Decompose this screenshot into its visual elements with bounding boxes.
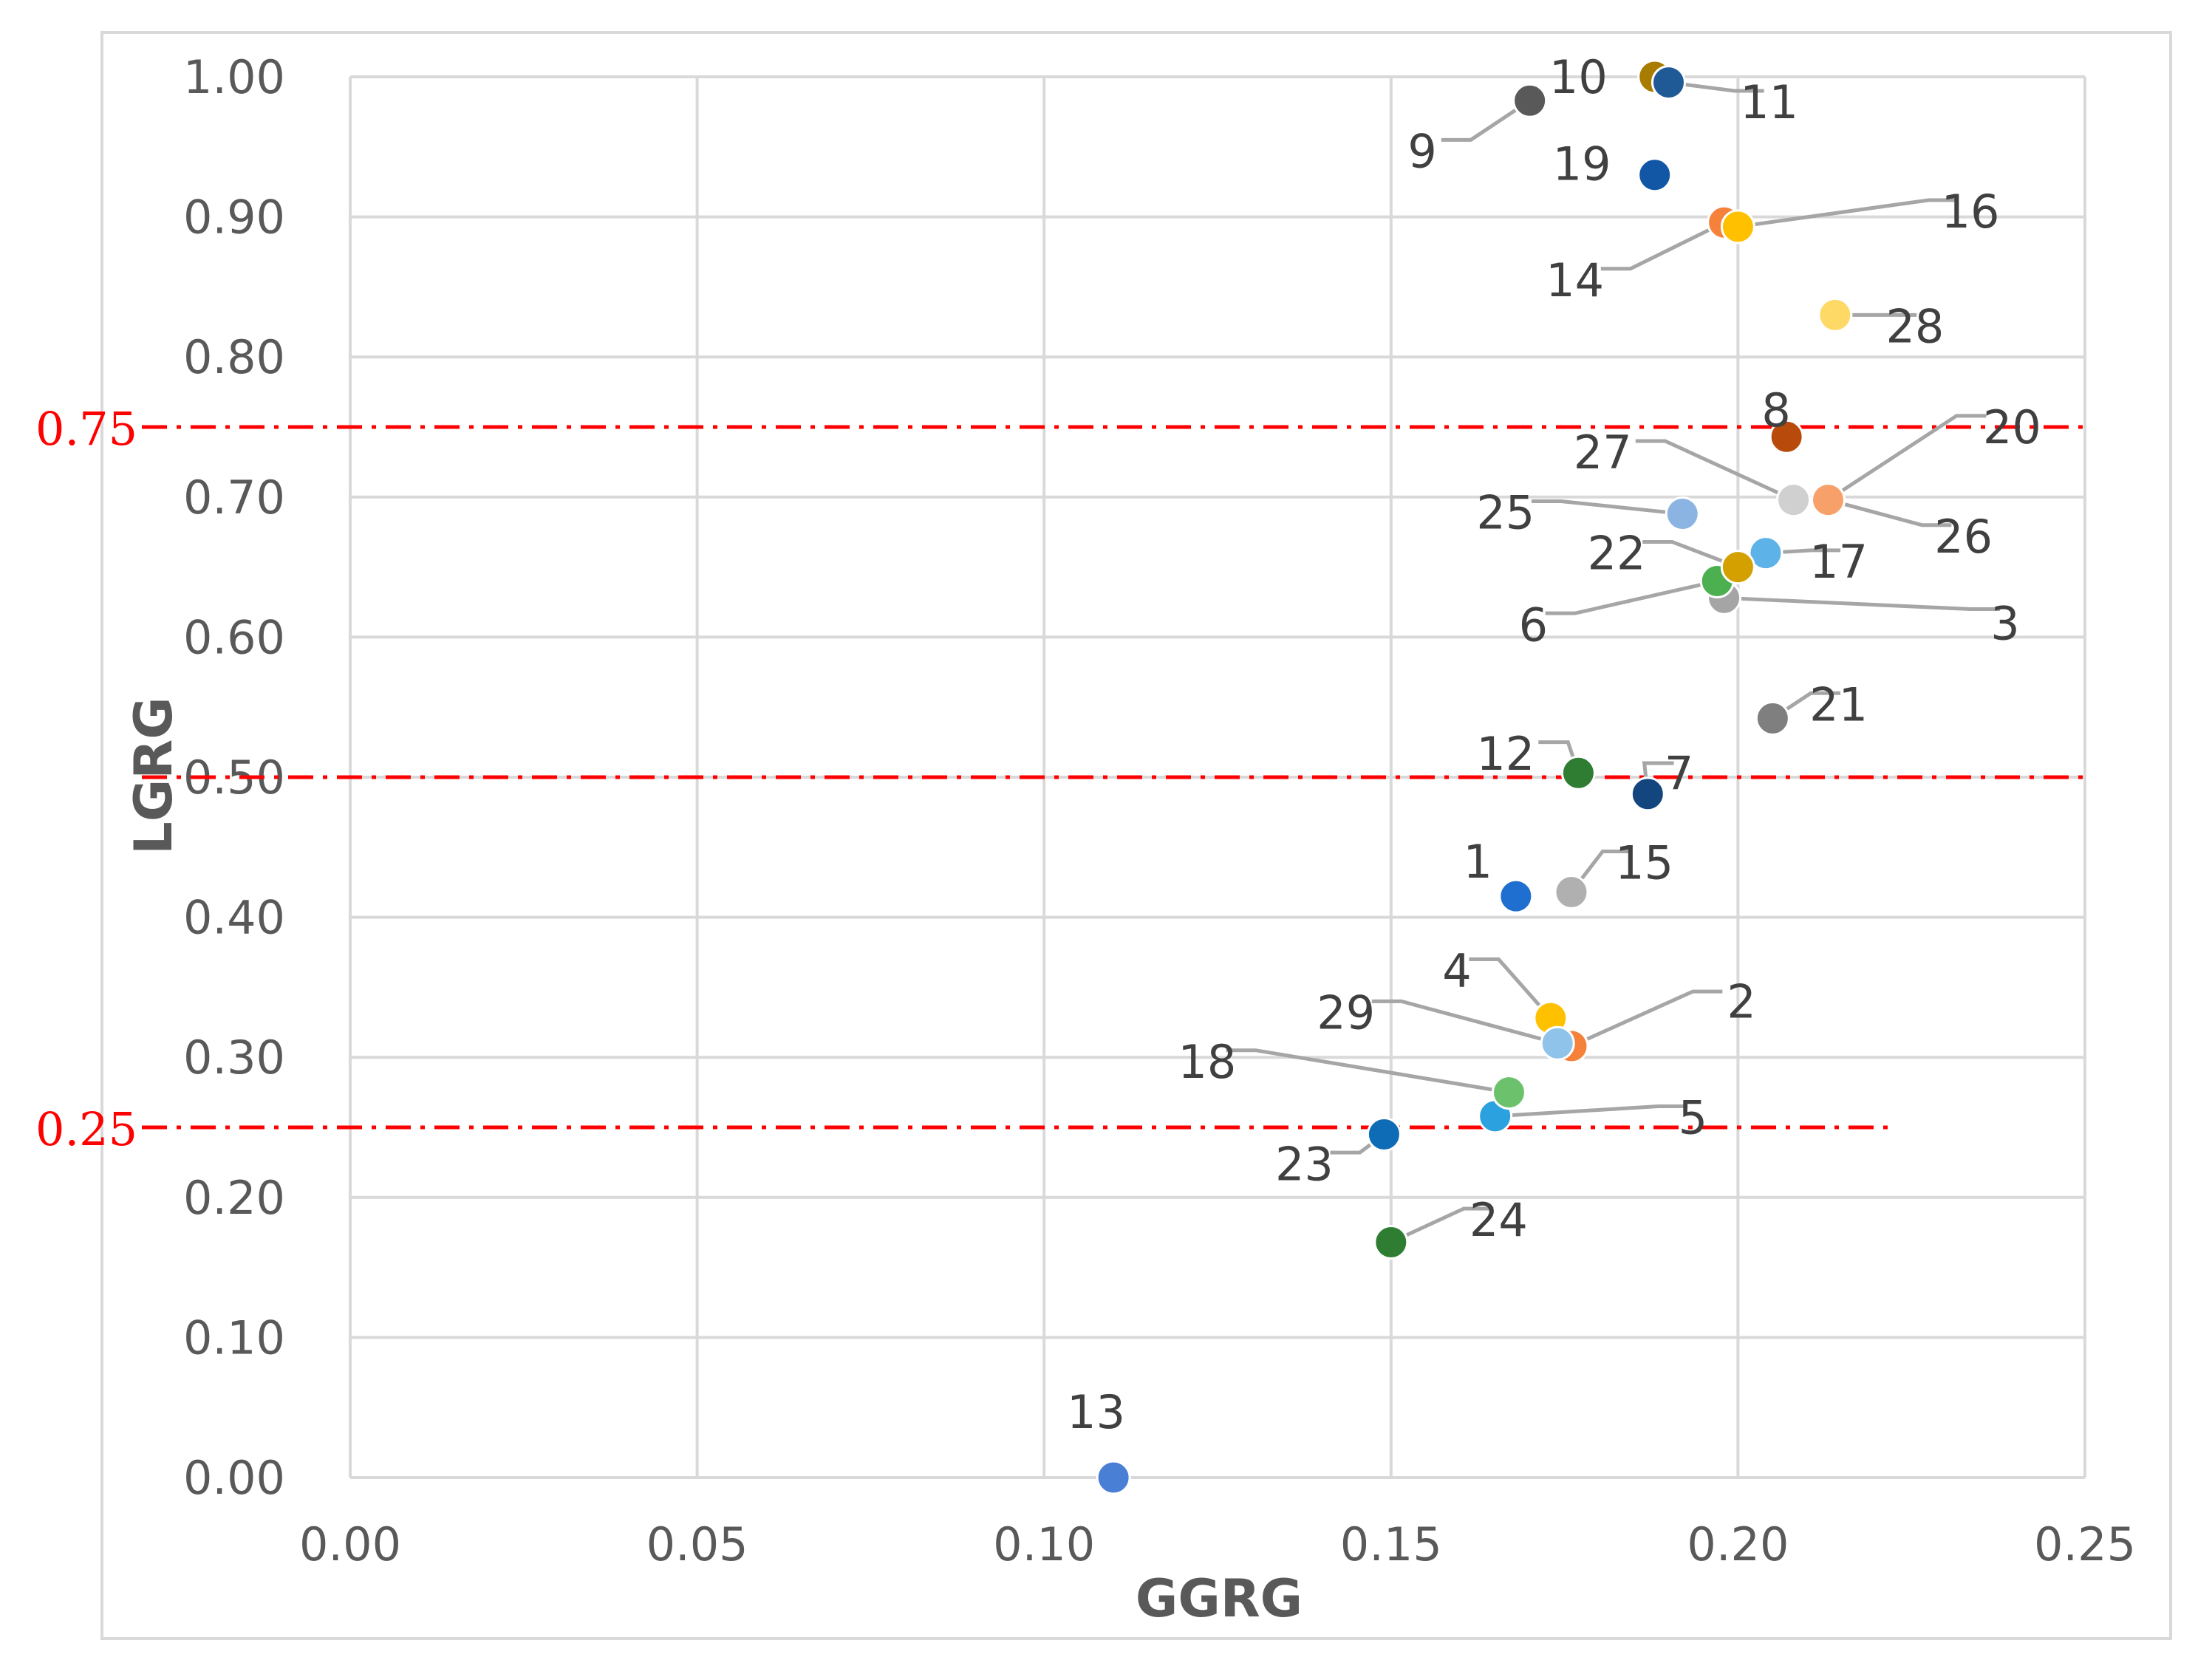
point-17 <box>1748 536 1783 571</box>
x-tick-label: 0.25 <box>2034 1517 2136 1571</box>
point-label-23: 23 <box>1275 1137 1334 1191</box>
point-9 <box>1512 83 1548 118</box>
leader-line-5 <box>1495 1104 1688 1118</box>
point-8 <box>1769 419 1804 454</box>
point-12 <box>1560 755 1596 790</box>
point-label-28: 28 <box>1885 299 1944 353</box>
point-label-19: 19 <box>1553 137 1611 191</box>
leader-line-22 <box>1642 539 1739 569</box>
point-24 <box>1373 1224 1409 1260</box>
y-tick-label: 0.90 <box>183 191 285 245</box>
point-label-27: 27 <box>1574 426 1632 479</box>
leader-line-6 <box>1545 579 1718 615</box>
point-label-7: 7 <box>1665 746 1693 800</box>
leader-line-20 <box>1827 414 1987 502</box>
point-22 <box>1720 550 1755 585</box>
point-label-26: 26 <box>1934 510 1993 564</box>
point-28 <box>1817 297 1853 332</box>
point-29 <box>1540 1025 1575 1061</box>
y-tick-label: 0.60 <box>183 610 285 664</box>
x-tick-label: 0.00 <box>299 1517 401 1571</box>
chart-border <box>100 31 2172 1640</box>
y-tick-label: 0.40 <box>183 891 285 945</box>
y-tick-label: 0.30 <box>183 1031 285 1085</box>
threshold-label-0-25: 0.25 <box>35 1102 137 1156</box>
point-1 <box>1498 878 1534 914</box>
point-26 <box>1810 482 1846 518</box>
point-label-9: 9 <box>1407 124 1436 178</box>
y-tick-label: 0.80 <box>183 330 285 384</box>
y-tick-label: 1.00 <box>183 50 285 104</box>
point-27 <box>1776 482 1812 518</box>
leader-line-29 <box>1371 999 1558 1045</box>
point-label-4: 4 <box>1442 944 1471 998</box>
point-label-12: 12 <box>1476 727 1535 781</box>
data-points <box>1096 59 1853 1495</box>
point-label-5: 5 <box>1679 1091 1707 1145</box>
point-25 <box>1665 496 1700 532</box>
point-15 <box>1554 874 1589 909</box>
point-label-24: 24 <box>1469 1193 1528 1247</box>
point-23 <box>1366 1116 1402 1152</box>
leader-line-3 <box>1724 595 2001 611</box>
y-tick-label: 0.70 <box>183 471 285 525</box>
point-label-10: 10 <box>1549 50 1608 104</box>
point-label-15: 15 <box>1615 836 1673 890</box>
leader-line-4 <box>1469 957 1552 1019</box>
point-label-16: 16 <box>1942 185 2000 239</box>
x-tick-label: 0.15 <box>1340 1517 1442 1571</box>
point-label-18: 18 <box>1178 1035 1236 1089</box>
leader-lines <box>1226 81 2001 1244</box>
x-tick-label: 0.20 <box>1687 1517 1789 1571</box>
point-16 <box>1720 209 1755 245</box>
point-13 <box>1096 1460 1131 1495</box>
point-label-21: 21 <box>1809 677 1868 731</box>
point-label-2: 2 <box>1727 974 1755 1028</box>
point-label-20: 20 <box>1983 400 2041 454</box>
leader-line-25 <box>1531 499 1683 516</box>
leader-line-14 <box>1600 220 1725 271</box>
x-tick-label: 0.05 <box>646 1517 748 1571</box>
point-label-29: 29 <box>1317 986 1375 1040</box>
leader-line-11 <box>1668 81 1764 93</box>
point-7 <box>1630 776 1665 812</box>
x-tick-label: 0.10 <box>993 1517 1095 1571</box>
leader-line-2 <box>1570 989 1723 1048</box>
leader-line-27 <box>1635 439 1795 502</box>
leader-line-9 <box>1441 99 1532 142</box>
point-label-14: 14 <box>1546 253 1604 307</box>
leader-line-16 <box>1738 198 1959 229</box>
point-label-25: 25 <box>1476 486 1535 540</box>
point-label-22: 22 <box>1588 527 1646 581</box>
point-21 <box>1755 700 1790 736</box>
point-18 <box>1491 1075 1526 1110</box>
leader-line-26 <box>1827 498 1952 527</box>
point-label-11: 11 <box>1740 75 1798 129</box>
leader-line-18 <box>1226 1048 1509 1095</box>
point-label-13: 13 <box>1067 1385 1125 1439</box>
threshold-label-0-75: 0.75 <box>35 402 137 456</box>
leader-line-24 <box>1390 1206 1494 1244</box>
point-label-6: 6 <box>1519 598 1548 652</box>
y-tick-label: 0.10 <box>183 1311 285 1365</box>
x-axis-title: GGRG <box>1136 1568 1303 1629</box>
point-19 <box>1637 157 1673 193</box>
y-tick-label: 0.00 <box>183 1451 285 1505</box>
point-label-8: 8 <box>1761 383 1790 437</box>
threshold-lines: 0.75 0.25 <box>35 402 2085 1156</box>
point-11 <box>1651 65 1686 100</box>
y-tick-label: 0.20 <box>183 1171 285 1225</box>
point-label-1: 1 <box>1463 835 1492 889</box>
point-label-3: 3 <box>1990 596 2019 650</box>
point-label-17: 17 <box>1809 535 1868 589</box>
y-axis-title: LGRG <box>123 697 184 854</box>
